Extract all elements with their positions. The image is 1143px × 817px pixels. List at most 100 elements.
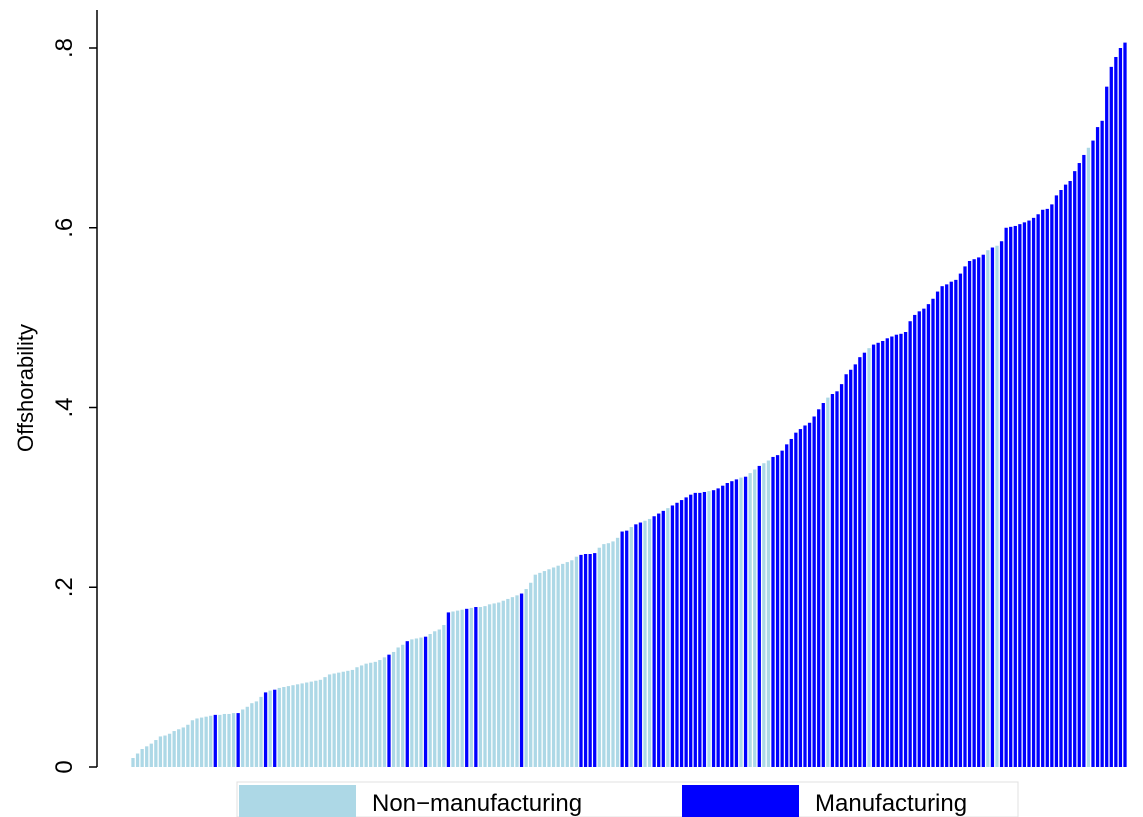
- bar-52: [369, 662, 373, 767]
- bar-44: [332, 673, 336, 767]
- bar-20: [222, 713, 227, 767]
- bar-183: [967, 261, 972, 767]
- bar-121: [684, 497, 688, 768]
- bar-217: [1123, 42, 1127, 768]
- bar-143: [785, 444, 789, 767]
- bar-8: [167, 733, 172, 767]
- bar-23: [236, 713, 240, 767]
- bar-26: [250, 703, 254, 767]
- bar-77: [483, 606, 487, 767]
- bar-136: [753, 469, 757, 767]
- bar-191: [1004, 227, 1008, 767]
- bar-178: [945, 284, 949, 767]
- bar-145: [794, 432, 798, 767]
- bar-155: [839, 384, 844, 767]
- bar-27: [254, 701, 259, 767]
- bar-33: [282, 687, 286, 767]
- bar-175: [931, 298, 935, 767]
- bar-60: [405, 641, 409, 767]
- bar-120: [679, 500, 684, 767]
- bar-207: [1077, 163, 1081, 768]
- bar-19: [218, 714, 222, 767]
- bar-73: [465, 608, 469, 767]
- bar-107: [620, 531, 624, 767]
- bar-66: [433, 631, 437, 767]
- bar-90: [542, 571, 547, 767]
- bar-125: [702, 491, 707, 767]
- y-tick-label-3: .6: [51, 218, 78, 238]
- bar-161: [867, 348, 871, 767]
- bar-147: [803, 425, 807, 767]
- bar-11: [181, 727, 185, 767]
- bar-49: [355, 667, 359, 767]
- bar-180: [954, 279, 958, 767]
- bar-215: [1114, 56, 1118, 768]
- bar-124: [698, 492, 702, 767]
- bar-134: [743, 476, 748, 767]
- bar-59: [401, 644, 405, 767]
- bar-116: [661, 510, 665, 767]
- bar-152: [826, 397, 830, 767]
- bar-12: [186, 724, 190, 767]
- bar-174: [926, 304, 931, 767]
- bar-36: [295, 684, 300, 767]
- bar-172: [917, 311, 921, 767]
- bar-190: [999, 241, 1004, 768]
- bar-106: [615, 537, 620, 767]
- bar-18: [213, 714, 217, 767]
- bar-179: [949, 281, 953, 767]
- bar-37: [300, 683, 304, 767]
- bar-132: [734, 479, 739, 767]
- y-tick-label-0: 0: [51, 760, 78, 773]
- bar-163: [876, 342, 880, 767]
- bar-22: [231, 713, 236, 767]
- bar-118: [670, 505, 675, 767]
- bar-127: [711, 490, 716, 767]
- bar-79: [492, 603, 496, 767]
- bar-208: [1082, 154, 1086, 767]
- bar-146: [798, 429, 803, 767]
- bar-206: [1073, 171, 1077, 767]
- bar-112: [643, 520, 647, 767]
- bar-110: [634, 524, 638, 767]
- bar-103: [602, 544, 606, 767]
- bar-167: [894, 334, 899, 767]
- bar-128: [716, 488, 720, 767]
- bar-210: [1091, 140, 1095, 767]
- bar-199: [1041, 209, 1045, 767]
- bar-89: [538, 572, 542, 767]
- bar-28: [259, 696, 263, 767]
- bar-102: [597, 547, 601, 767]
- bar-164: [881, 340, 885, 767]
- bar-151: [821, 403, 825, 767]
- bar-97: [574, 556, 579, 767]
- bar-113: [647, 518, 652, 767]
- bar-10: [177, 729, 181, 767]
- bar-24: [241, 709, 245, 767]
- bar-63: [419, 637, 423, 767]
- bar-29: [263, 692, 268, 767]
- bar-149: [812, 416, 816, 767]
- bar-126: [707, 491, 711, 767]
- bar-14: [195, 718, 199, 767]
- bar-109: [629, 527, 633, 767]
- bar-200: [1045, 208, 1049, 767]
- bar-78: [487, 604, 492, 767]
- bar-1: [135, 753, 140, 767]
- bar-157: [849, 369, 853, 767]
- bar-195: [1022, 222, 1027, 768]
- bar-204: [1063, 184, 1068, 768]
- bar-162: [871, 344, 876, 767]
- bar-70: [451, 611, 455, 767]
- bar-9: [172, 731, 176, 767]
- bar-47: [346, 670, 350, 767]
- bar-3: [145, 746, 149, 767]
- bar-193: [1013, 225, 1017, 767]
- bar-111: [638, 522, 643, 767]
- bar-148: [807, 422, 812, 767]
- bar-181: [958, 273, 963, 767]
- bar-42: [323, 677, 327, 768]
- bar-168: [899, 333, 903, 767]
- bar-166: [890, 336, 894, 767]
- bar-153: [830, 394, 835, 767]
